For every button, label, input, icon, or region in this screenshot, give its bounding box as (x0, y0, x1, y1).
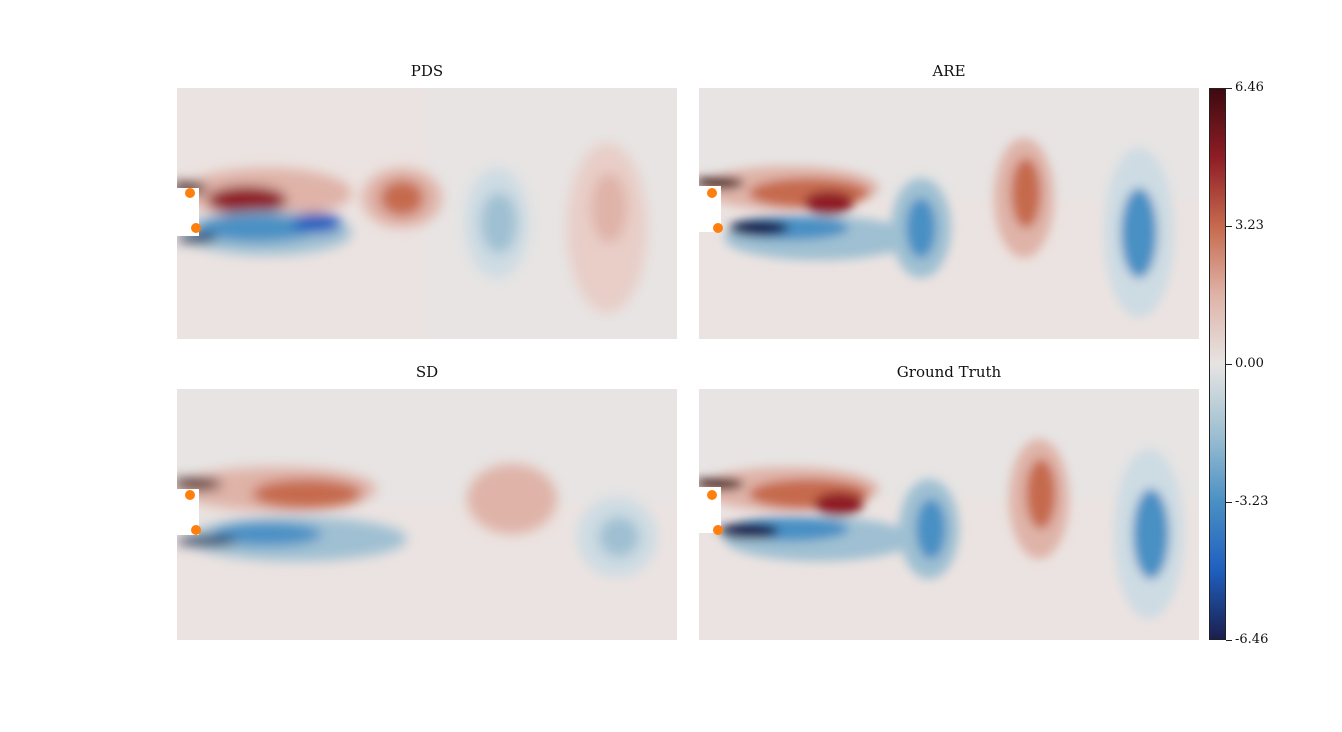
vortex-negative (906, 198, 936, 258)
vorticity-field-ground-truth (699, 389, 1199, 640)
panel-title-sd: SD (415, 363, 439, 381)
vortex-positive (252, 479, 362, 509)
vorticity-field-are (699, 88, 1199, 339)
vortex-negative (916, 499, 946, 559)
colorbar-tick-label: 3.23 (1235, 218, 1264, 233)
sensor-marker (713, 525, 723, 535)
vortex-negative (1121, 188, 1157, 278)
vortex-positive (177, 478, 222, 490)
sensor-marker (713, 223, 723, 233)
vortex-positive (1011, 158, 1041, 228)
colorbar-tick (1226, 502, 1232, 503)
colorbar-tick (1226, 364, 1232, 365)
vortex-negative (599, 517, 639, 557)
colorbar-tick-label: 6.46 (1235, 80, 1264, 95)
vortex-negative (481, 193, 517, 253)
sensor-marker (191, 525, 201, 535)
vortex-positive (207, 186, 287, 214)
vortex-negative (719, 523, 779, 539)
panel-title-are: ARE (932, 62, 966, 80)
vorticity-field-pds (177, 88, 677, 339)
colorbar (1209, 88, 1226, 640)
panel-title-pds: PDS (410, 62, 444, 80)
vorticity-field-sd (177, 389, 677, 640)
sensor-marker (191, 223, 201, 233)
colorbar-tick (1226, 88, 1232, 89)
vortex-negative (292, 213, 342, 233)
vortex-positive (804, 191, 854, 215)
vortex-negative (177, 536, 237, 546)
colorbar-tick-label: 0.00 (1235, 356, 1264, 371)
vortex-positive (699, 177, 744, 189)
vortex-positive (814, 492, 864, 516)
sensor-marker (185, 490, 195, 500)
vortex-positive (467, 464, 557, 534)
colorbar-tick-label: -6.46 (1235, 632, 1269, 647)
vortex-positive (591, 173, 627, 243)
sensor-marker (707, 188, 717, 198)
vortex-negative (197, 214, 317, 242)
colorbar-tick-label: -3.23 (1235, 494, 1269, 509)
vortex-negative (729, 220, 789, 236)
sensor-marker (185, 188, 195, 198)
colorbar-tick (1226, 226, 1232, 227)
vortex-negative (212, 522, 322, 546)
colorbar-tick (1226, 640, 1232, 641)
sensor-marker (707, 490, 717, 500)
vortex-negative (1133, 489, 1169, 579)
vortex-positive (380, 180, 424, 216)
panel-title-ground-truth: Ground Truth (896, 363, 1002, 381)
vortex-positive (1026, 459, 1056, 529)
vortex-positive (699, 478, 744, 490)
